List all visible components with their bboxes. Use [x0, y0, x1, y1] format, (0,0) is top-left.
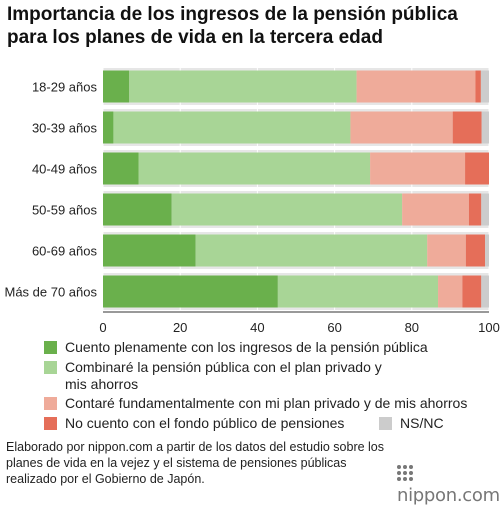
x-tick-label: 60 [327, 320, 341, 335]
bar-segment-no-public [465, 234, 486, 267]
x-tick-label: 100 [478, 320, 500, 335]
brand-text: nippon.com [397, 485, 500, 506]
source-note: Elaborado por nippon.com a partir de los… [6, 440, 385, 486]
legend-swatch-combine [44, 361, 57, 374]
category-label: 30-39 años [32, 121, 98, 136]
brand-logo: nippon.com [397, 464, 500, 506]
legend-swatch-full-public [44, 341, 57, 354]
legend-label-combine: Combinaré la pensión pública con el plan… [65, 359, 382, 392]
bar-segment-full-public [103, 275, 278, 308]
bar-segment-combine [113, 111, 351, 144]
legend-item-combine: Combinaré la pensión pública con el plan… [44, 359, 404, 393]
legend-swatch-private [44, 397, 57, 410]
bar-segment-full-public [103, 234, 196, 267]
legend-label-private: Contaré fundamentalmente con mi plan pri… [65, 395, 468, 411]
bar-segment-no-public [468, 193, 482, 226]
chart-plot: 18-29 años 30-39 años 40-49 años 50-59 años… [4, 68, 500, 340]
legend-item-private: Contaré fundamentalmente con mi plan pri… [44, 395, 496, 412]
bar-segment-full-public [103, 111, 114, 144]
bar-segment-combine [138, 152, 371, 185]
bar-segment-full-public [103, 193, 172, 226]
legend-item-full-public: Cuento plenamente con los ingresos de la… [44, 339, 494, 356]
bar-segment-full-public [103, 152, 139, 185]
category-label: Más de 70 años [4, 285, 97, 300]
category-label: 40-49 años [32, 162, 98, 177]
bar-segment-private [356, 70, 476, 103]
legend-label-nsnc: NS/NC [400, 415, 444, 431]
bar-segment-no-public [452, 111, 482, 144]
bar-segment-private [438, 275, 463, 308]
category-label: 60-69 años [32, 244, 98, 259]
x-tick-label: 80 [405, 320, 419, 335]
x-tick-label: 20 [173, 320, 187, 335]
category-label: 50-59 años [32, 203, 98, 218]
bar-segment-nsnc [481, 193, 489, 226]
bar-segment-nsnc [481, 275, 489, 308]
legend-label-no-public: No cuento con el fondo público de pensio… [65, 415, 345, 431]
bar-segment-private [402, 193, 469, 226]
x-tick-label: 40 [250, 320, 264, 335]
bar-segment-no-public [462, 275, 482, 308]
legend-item-nsnc: NS/NC [379, 415, 469, 432]
legend-swatch-nsnc [379, 417, 392, 430]
bar-segment-combine [277, 275, 439, 308]
bar-segment-combine [171, 193, 403, 226]
bar-segment-nsnc [485, 234, 489, 267]
legend-label-full-public: Cuento plenamente con los ingresos de la… [65, 339, 428, 355]
bar-segment-combine [195, 234, 428, 267]
bar-segment-private [350, 111, 453, 144]
bar-segment-private [427, 234, 466, 267]
x-tick-label: 0 [99, 320, 106, 335]
category-label: 18-29 años [32, 80, 98, 95]
legend-item-no-public: No cuento con el fondo público de pensio… [44, 415, 374, 432]
legend-swatch-no-public [44, 417, 57, 430]
bar-segment-private [370, 152, 466, 185]
x-unit-label: (%) [480, 338, 499, 340]
brand-dots-icon [397, 465, 417, 481]
bar-segment-no-public [465, 152, 489, 185]
bar-segment-no-public [475, 70, 481, 103]
bar-segment-full-public [103, 70, 130, 103]
bar-segment-nsnc [480, 70, 489, 103]
bar-segment-combine [129, 70, 357, 103]
chart-title: Importancia de los ingresos de la pensió… [7, 4, 458, 48]
bar-segment-nsnc [481, 111, 489, 144]
